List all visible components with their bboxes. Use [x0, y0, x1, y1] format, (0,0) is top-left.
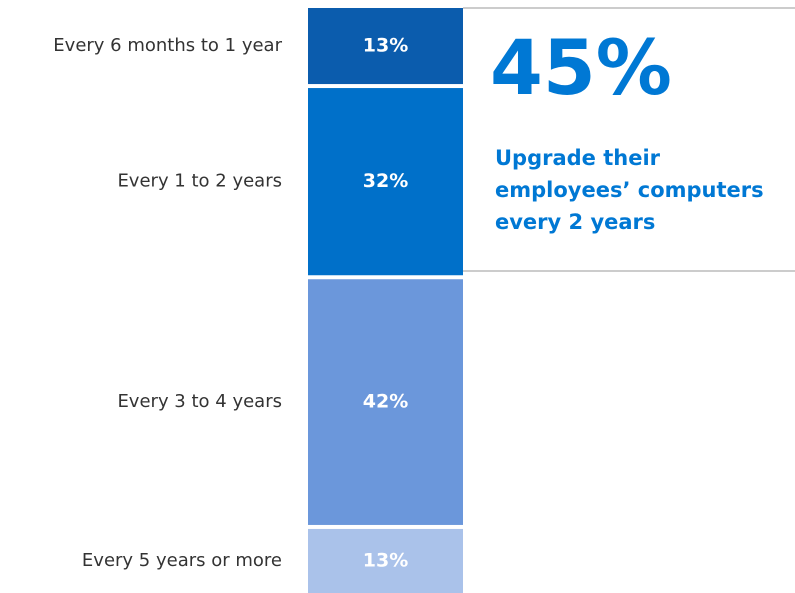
category-label: Every 1 to 2 years — [117, 171, 282, 192]
bar-segment — [308, 88, 463, 276]
value-label: 13% — [363, 549, 408, 571]
bar-segment — [308, 8, 463, 85]
value-label: 32% — [363, 170, 408, 192]
bar-segment — [308, 528, 463, 593]
category-label: Every 3 to 4 years — [117, 391, 282, 412]
category-label: Every 5 years or more — [82, 550, 282, 571]
callout-text: Upgrade their employees’ computers every… — [495, 146, 764, 234]
callout-headline: 45% — [490, 23, 672, 112]
category-label: Every 6 months to 1 year — [53, 35, 282, 56]
bar-segment — [308, 279, 463, 525]
value-label: 13% — [363, 35, 408, 57]
value-label: 42% — [363, 391, 408, 413]
